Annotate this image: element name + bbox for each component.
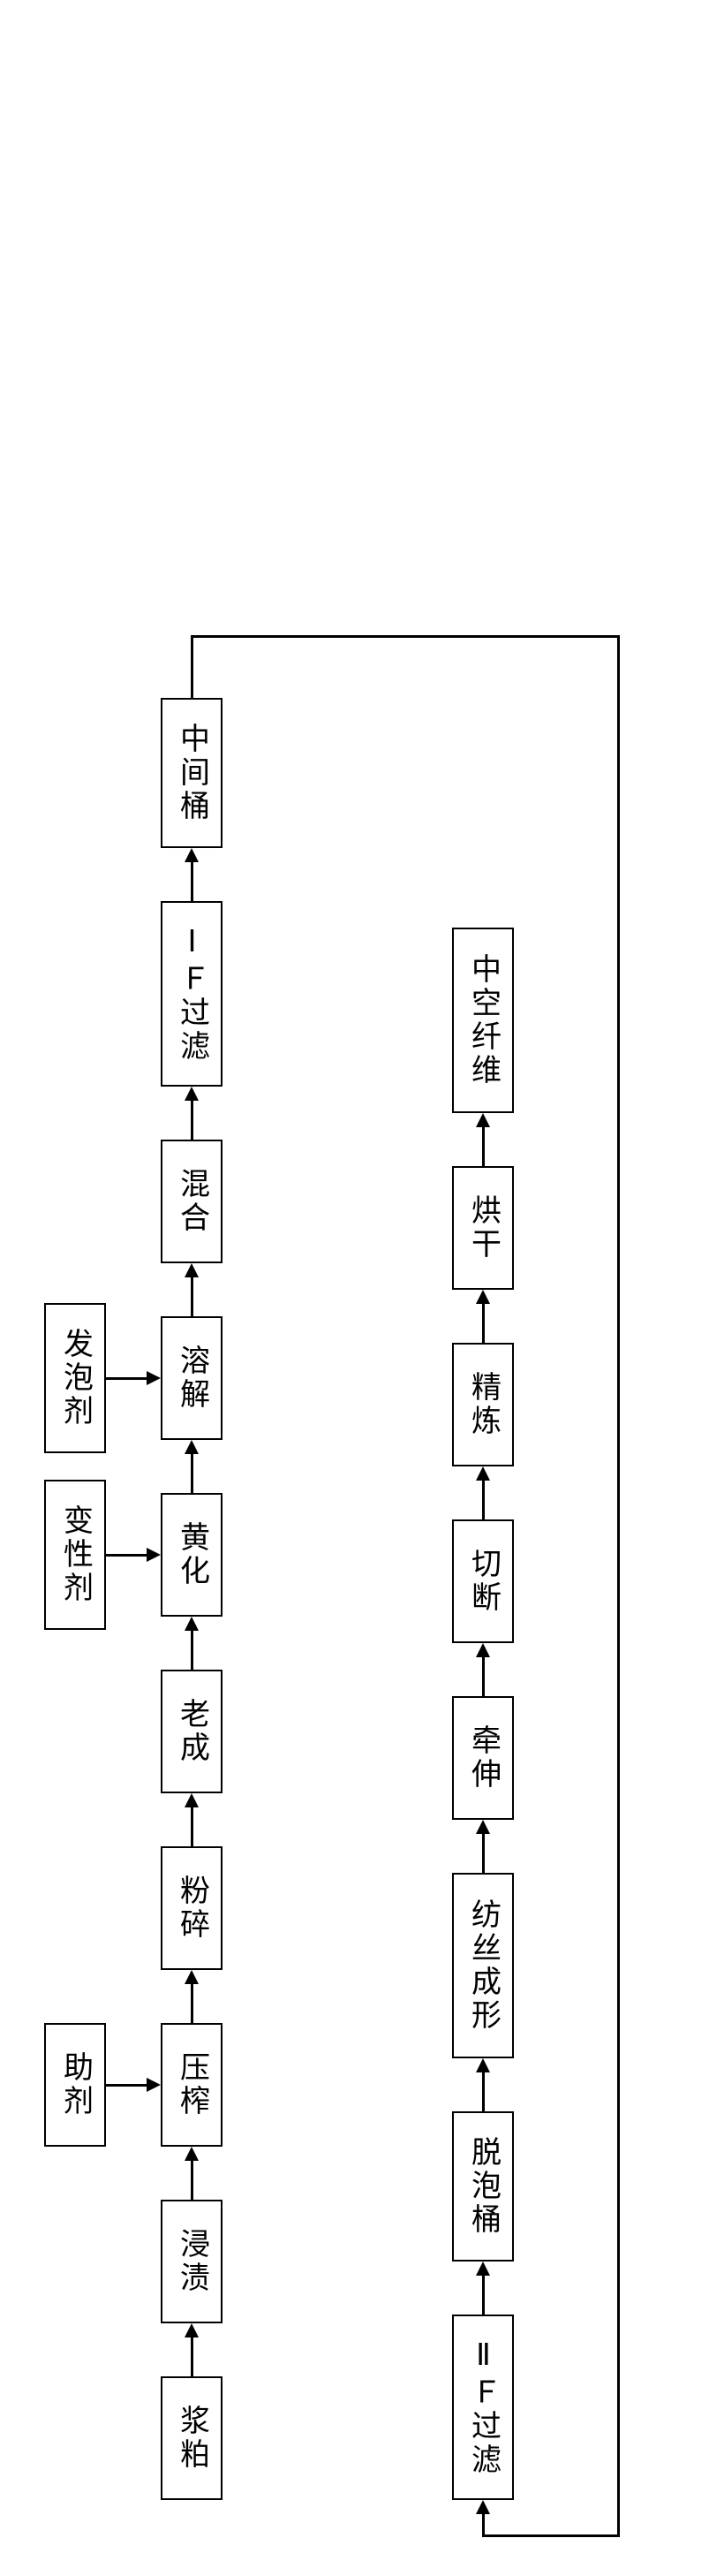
node-n2: 浸渍: [161, 2200, 223, 2323]
node-n8: 混合: [161, 1140, 223, 1263]
node-n10: 中间桶: [161, 698, 223, 848]
arrow-head: [185, 1970, 199, 1984]
node-n7: 溶解: [161, 1316, 223, 1440]
arrow-line: [191, 1452, 193, 1493]
arrow-line: [482, 2274, 485, 2315]
node-n11: ⅡＦ过滤: [452, 2315, 514, 2500]
arrow-head: [185, 1440, 199, 1454]
node-aux3: 发泡剂: [44, 1303, 106, 1453]
arrow-line: [191, 2336, 193, 2376]
connector-line: [191, 636, 193, 698]
arrow-line: [482, 1302, 485, 1343]
arrow-line: [482, 1655, 485, 1696]
node-n4: 粉碎: [161, 1846, 223, 1970]
node-n1: 浆粕: [161, 2376, 223, 2500]
node-n5: 老成: [161, 1670, 223, 1793]
flowchart-canvas: 浆粕 浸渍 压榨 粉碎 老成 黄化 溶解 混合 ⅠＦ过滤 中间桶 ⅡＦ过滤 脱泡桶 纺丝成形 牵伸 切断 精炼…: [0, 0, 709, 2576]
arrow-line: [482, 1125, 485, 1166]
arrow-line: [482, 2071, 485, 2111]
connector-line: [482, 2534, 620, 2537]
arrow-line: [106, 1377, 148, 1380]
arrow-head: [185, 1263, 199, 1277]
arrow-head: [147, 1371, 161, 1385]
arrow-head: [147, 2078, 161, 2092]
arrow-line: [106, 2084, 148, 2087]
node-n15: 切断: [452, 1519, 514, 1643]
node-n6: 黄化: [161, 1493, 223, 1617]
arrow-line: [191, 1806, 193, 1846]
arrow-head: [185, 2323, 199, 2337]
node-n13: 纺丝成形: [452, 1873, 514, 2058]
node-n17: 烘干: [452, 1166, 514, 1290]
arrow-line: [482, 1479, 485, 1519]
node-n14: 牵伸: [452, 1696, 514, 1820]
arrow-head: [476, 1466, 490, 1481]
arrow-line: [482, 1832, 485, 1873]
arrow-line: [191, 2159, 193, 2200]
arrow-head: [185, 1087, 199, 1101]
arrow-head: [476, 1290, 490, 1304]
arrow-line: [191, 860, 193, 901]
arrow-head: [185, 2147, 199, 2161]
arrow-line: [191, 1276, 193, 1316]
node-n18: 中空纤维: [452, 928, 514, 1113]
node-n12: 脱泡桶: [452, 2111, 514, 2262]
node-aux2: 变性剂: [44, 1480, 106, 1630]
arrow-line: [106, 1554, 148, 1557]
arrow-line: [191, 1629, 193, 1670]
arrow-head: [476, 1113, 490, 1127]
node-n3: 压榨: [161, 2023, 223, 2147]
node-n9: ⅠＦ过滤: [161, 901, 223, 1087]
arrow-head: [476, 1643, 490, 1657]
arrow-line: [191, 1099, 193, 1140]
arrow-head: [147, 1548, 161, 1562]
arrow-head: [185, 848, 199, 862]
arrow-head: [476, 2262, 490, 2276]
connector-line: [482, 2512, 485, 2535]
arrow-line: [191, 1982, 193, 2023]
arrow-head: [185, 1793, 199, 1807]
arrow-head: [476, 2058, 490, 2072]
node-n16: 精炼: [452, 1343, 514, 1466]
node-aux1: 助剂: [44, 2023, 106, 2147]
connector-arrow-head: [476, 2500, 490, 2514]
connector-line: [617, 636, 620, 2535]
connector-line: [191, 635, 620, 638]
arrow-head: [185, 1617, 199, 1631]
arrow-head: [476, 1820, 490, 1834]
